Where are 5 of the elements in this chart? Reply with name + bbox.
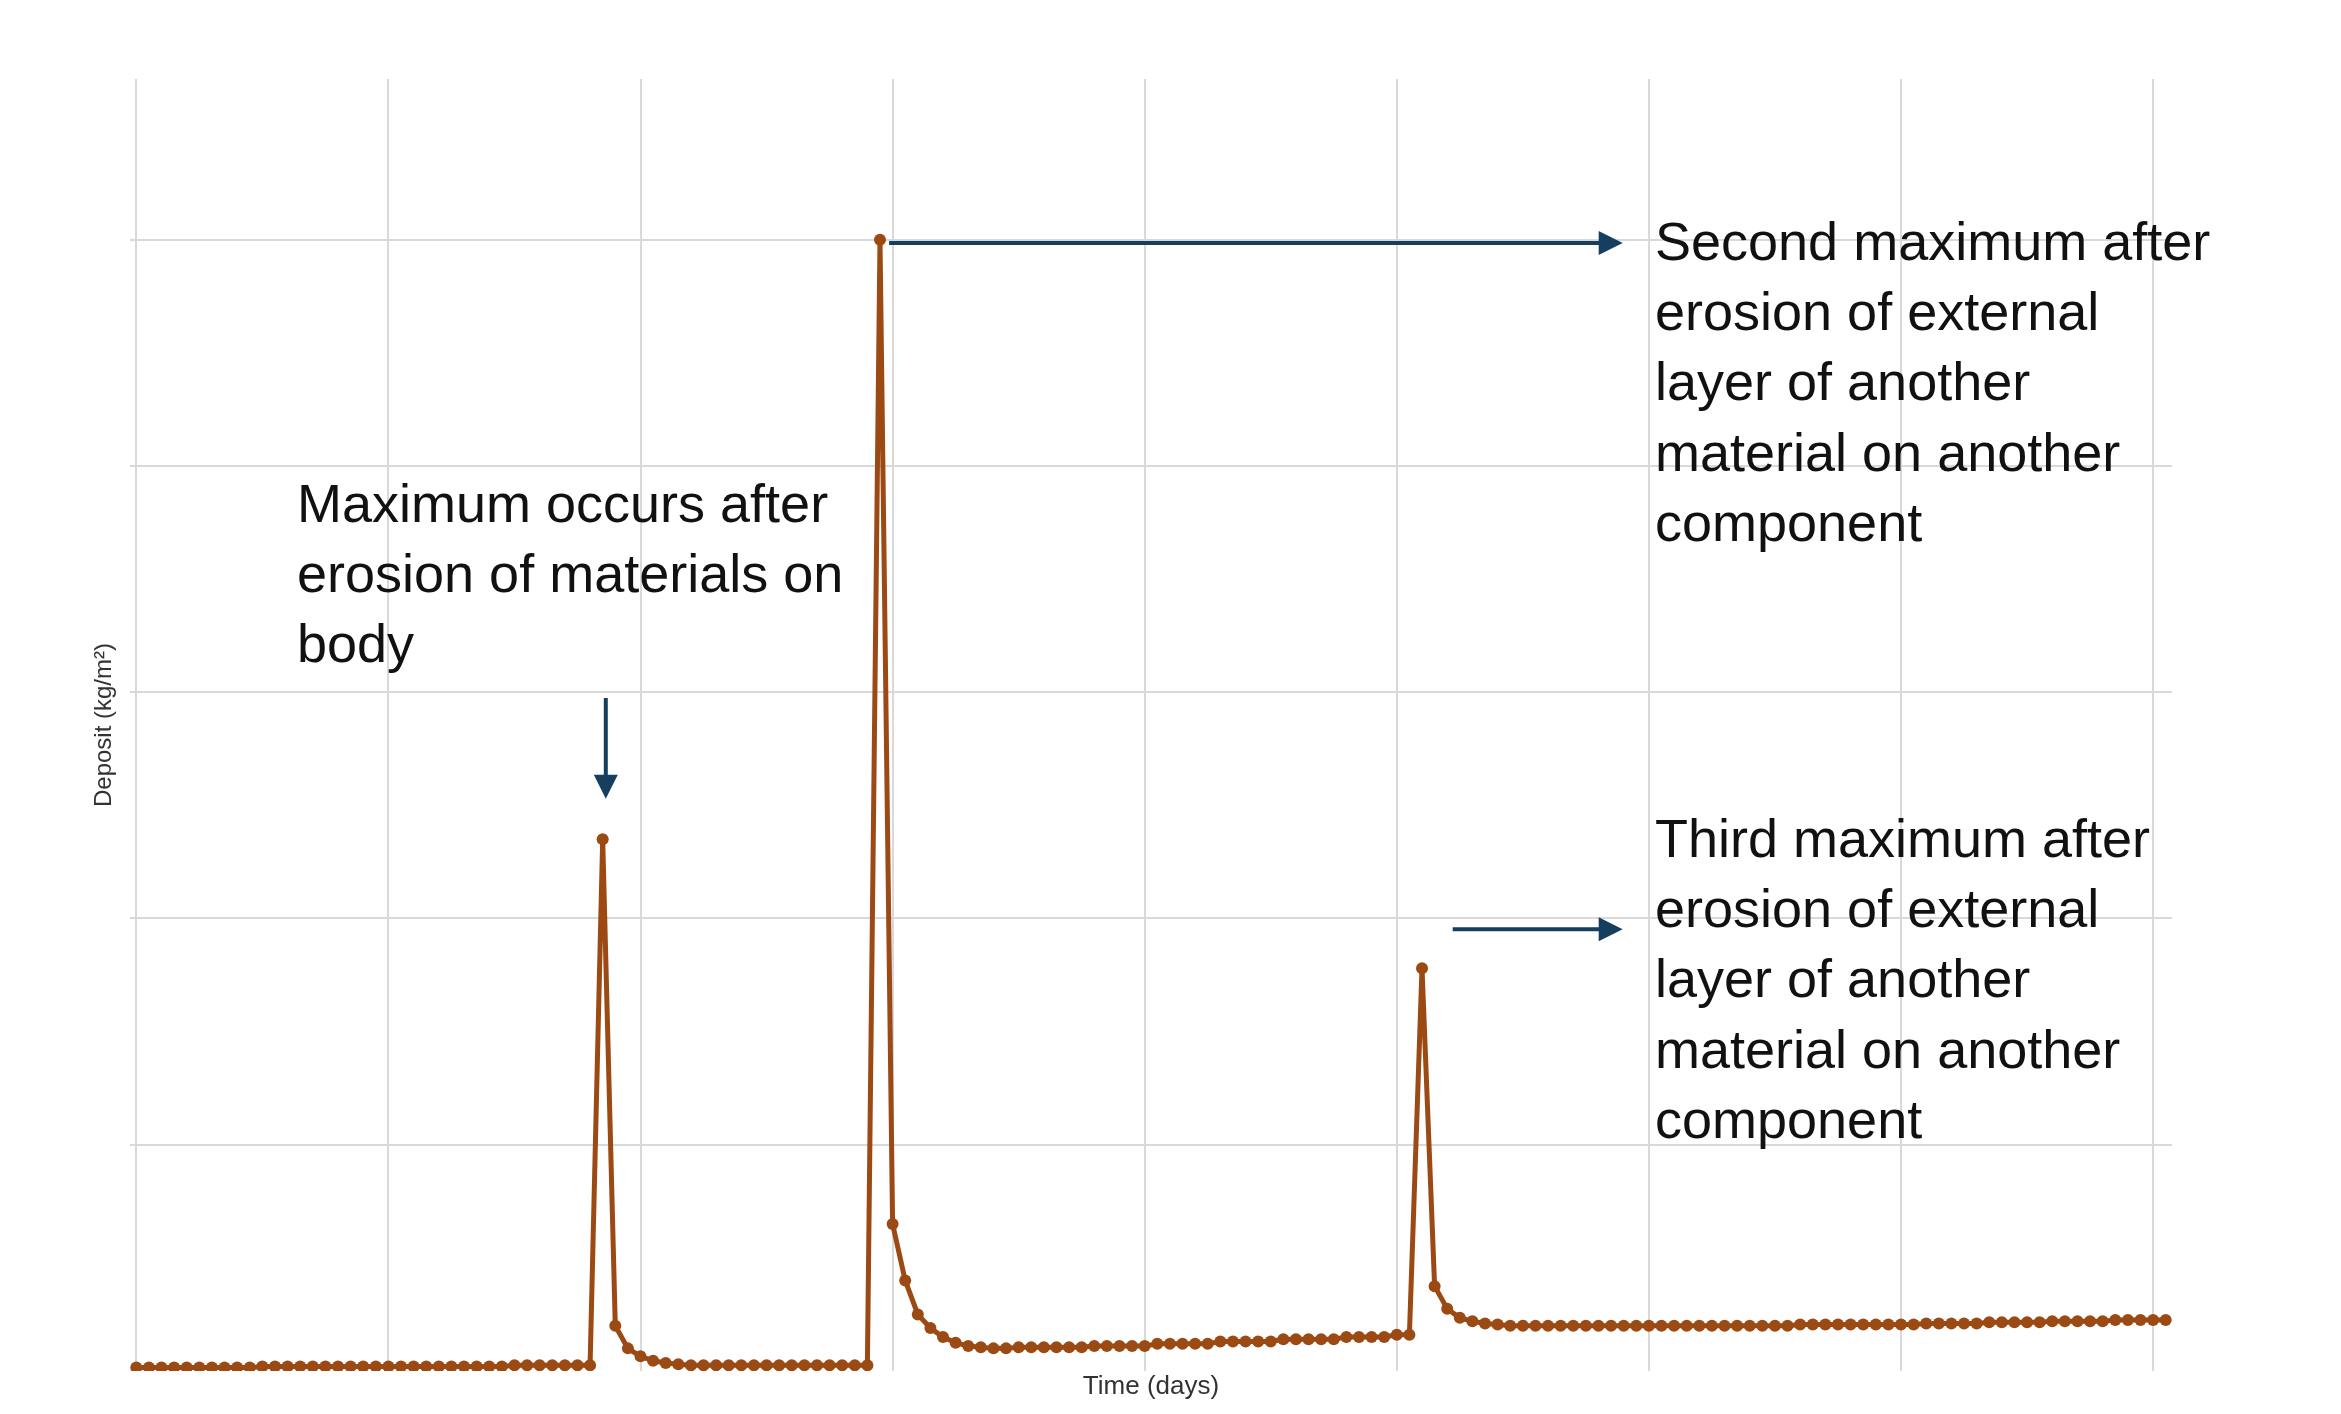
- annotation: Second maximum after erosion of external layer of another material on another component: [1655, 211, 2211, 552]
- x-axis-title: Time (days): [1082, 1369, 1220, 1400]
- annotation: Third maximum after erosion of external layer of another material on another component: [1655, 808, 2151, 1149]
- y-axis-title: Deposit (kg/m²): [89, 642, 117, 808]
- annotation: Maximum occurs after erosion of materials on body: [297, 473, 844, 674]
